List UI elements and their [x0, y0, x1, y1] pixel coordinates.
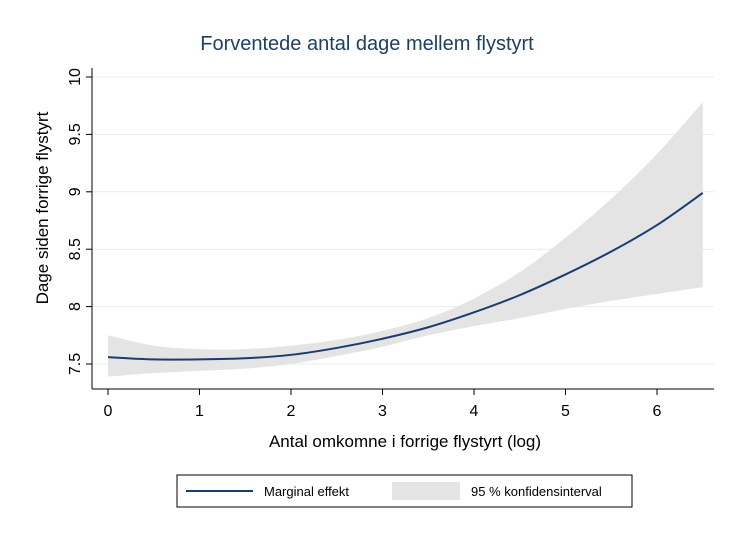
confidence-band [108, 102, 703, 377]
legend: Marginal effekt 95 % konfidensinterval [176, 474, 633, 508]
x-tick-label: 1 [195, 403, 204, 420]
x-axis-label: Antal omkomne i forrige flystyrt (log) [269, 432, 541, 451]
plot-area: 0 1 2 3 4 5 6 7.5 8 8.5 9 9.5 10 [67, 68, 714, 420]
x-tick-label: 3 [378, 403, 387, 420]
x-tick-label: 5 [561, 403, 570, 420]
y-tick-label: 9 [67, 187, 84, 196]
legend-band-swatch [392, 482, 460, 500]
y-axis-label: Dage siden forrige flystyrt [33, 111, 52, 304]
y-axis-ticks: 7.5 8 8.5 9 9.5 10 [67, 68, 92, 375]
x-tick-label: 0 [104, 403, 113, 420]
y-tick-label: 10 [67, 68, 84, 86]
y-tick-label: 8.5 [67, 238, 84, 260]
marginal-effect-line [107, 192, 704, 361]
y-tick-label: 9.5 [67, 123, 84, 145]
x-axis-ticks: 0 1 2 3 4 5 6 [104, 389, 662, 420]
chart-title: Forventede antal dage mellem flystyrt [200, 33, 534, 55]
y-tick-label: 7.5 [67, 353, 84, 375]
y-tick-label: 8 [67, 302, 84, 311]
x-tick-label: 2 [287, 403, 296, 420]
legend-label-konfidensinterval: 95 % konfidensinterval [471, 484, 602, 499]
legend-label-marginal-effekt: Marginal effekt [264, 484, 349, 499]
x-tick-label: 6 [653, 403, 662, 420]
x-tick-label: 4 [470, 403, 479, 420]
